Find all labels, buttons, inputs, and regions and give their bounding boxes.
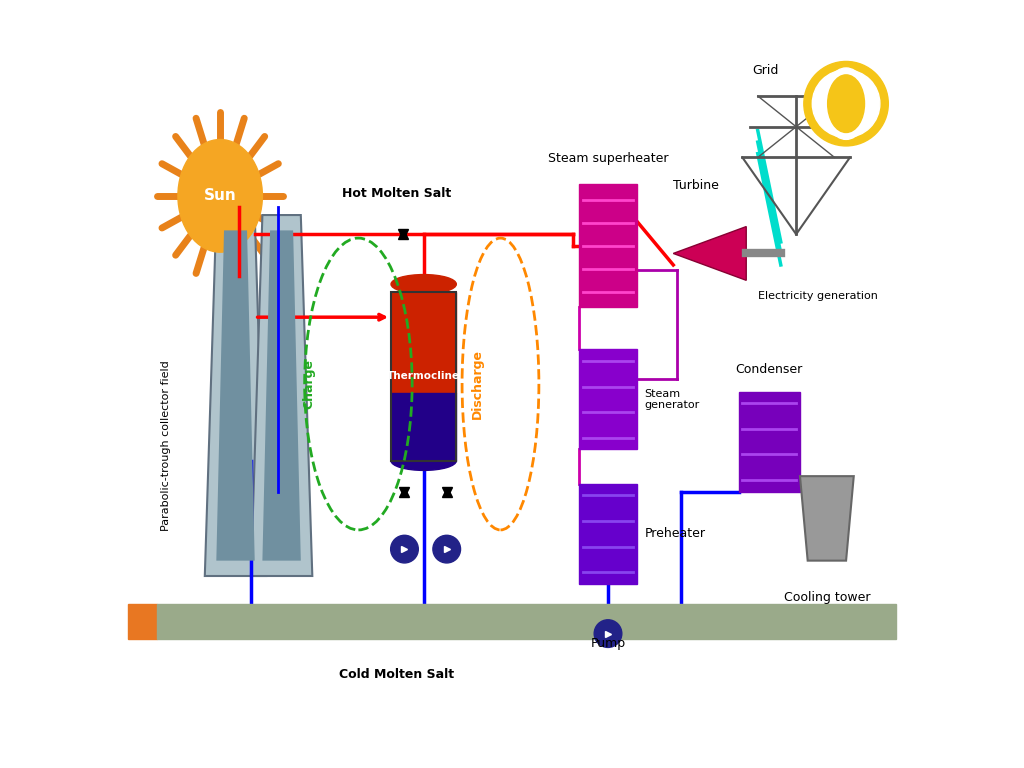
Bar bbox=[391, 292, 457, 461]
Circle shape bbox=[433, 535, 461, 563]
Text: Steam
generator: Steam generator bbox=[644, 389, 699, 410]
Bar bbox=[580, 184, 637, 307]
Circle shape bbox=[804, 61, 889, 146]
Text: Grid: Grid bbox=[753, 64, 778, 77]
Circle shape bbox=[812, 70, 880, 137]
Text: Condenser: Condenser bbox=[735, 363, 803, 376]
Circle shape bbox=[390, 535, 419, 563]
Bar bbox=[391, 393, 457, 461]
Text: Sun: Sun bbox=[204, 188, 237, 204]
Bar bbox=[128, 604, 158, 639]
Polygon shape bbox=[205, 215, 266, 576]
Bar bbox=[158, 604, 896, 639]
Polygon shape bbox=[251, 215, 312, 576]
Text: Hot Molten Salt: Hot Molten Salt bbox=[342, 187, 452, 200]
Bar bbox=[128, 639, 896, 768]
Text: Charge: Charge bbox=[302, 359, 315, 409]
Polygon shape bbox=[674, 227, 746, 280]
Bar bbox=[580, 349, 637, 449]
Ellipse shape bbox=[827, 75, 864, 133]
Text: Preheater: Preheater bbox=[644, 528, 706, 540]
Circle shape bbox=[594, 620, 622, 647]
Text: Steam superheater: Steam superheater bbox=[548, 152, 669, 165]
Text: Electricity generation: Electricity generation bbox=[758, 290, 878, 301]
Bar bbox=[391, 292, 457, 393]
Text: Cold Molten Salt: Cold Molten Salt bbox=[339, 668, 455, 681]
Ellipse shape bbox=[391, 451, 457, 470]
Bar bbox=[738, 392, 800, 492]
Text: Turbine: Turbine bbox=[674, 179, 719, 192]
Text: Discharge: Discharge bbox=[471, 349, 484, 419]
Ellipse shape bbox=[823, 68, 869, 140]
Text: Parabolic-trough collector field: Parabolic-trough collector field bbox=[162, 360, 171, 531]
Polygon shape bbox=[800, 476, 854, 561]
Bar bbox=[580, 484, 637, 584]
Ellipse shape bbox=[818, 64, 873, 144]
Ellipse shape bbox=[391, 274, 457, 294]
Text: Pump: Pump bbox=[591, 637, 626, 650]
Polygon shape bbox=[216, 230, 255, 561]
Text: Cooling tower: Cooling tower bbox=[783, 591, 870, 604]
Ellipse shape bbox=[178, 140, 262, 252]
Text: Thermocline: Thermocline bbox=[387, 371, 460, 382]
Polygon shape bbox=[262, 230, 301, 561]
